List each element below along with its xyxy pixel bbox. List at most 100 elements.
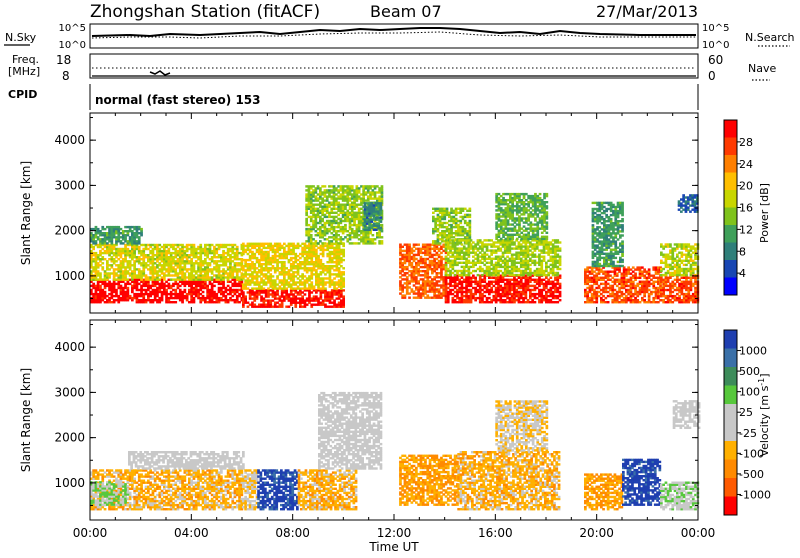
data-cell [317,283,320,285]
data-cell [431,260,434,262]
data-cell [242,259,245,261]
data-cell [213,266,216,268]
data-cell [440,252,443,254]
data-cell [474,287,477,289]
data-cell [145,274,148,276]
data-cell [443,214,446,216]
data-cell [340,193,343,195]
data-cell [426,278,429,280]
data-cell [483,295,486,297]
data-cell [543,295,546,297]
data-cell [172,244,175,246]
data-cell [449,264,452,266]
data-cell [305,185,308,187]
data-cell [497,258,500,260]
data-cell [429,262,432,264]
data-cell [145,244,148,246]
data-cell [142,289,145,291]
data-cell [329,295,332,297]
data-cell [184,272,187,274]
data-cell [313,295,316,297]
data-cell [227,272,230,274]
data-cell [333,265,336,267]
data-cell [190,293,193,295]
data-cell [263,297,266,299]
data-cell [260,267,263,269]
data-cell [464,208,467,210]
data-cell [305,208,308,210]
data-cell [288,269,291,271]
data-cell [127,299,130,301]
data-cell [229,272,232,274]
data-cell [236,289,239,291]
data-cell [131,242,134,244]
data-cell [290,245,293,247]
data-cell [97,270,100,272]
data-cell [154,244,157,246]
data-cell [509,299,512,301]
data-cell [453,236,456,238]
data-cell [340,257,343,259]
data-cell [432,230,435,232]
data-cell [454,239,457,241]
data-cell [229,281,232,283]
data-cell [218,281,221,283]
data-cell [158,262,161,264]
data-cell [531,279,534,281]
data-cell [446,208,449,210]
data-cell [406,284,409,286]
data-cell [301,251,304,253]
data-cell [454,291,457,293]
data-cell [305,230,308,232]
data-cell [328,214,331,216]
data-cell [249,249,252,251]
data-cell [520,283,523,285]
data-cell [145,262,148,264]
data-cell [495,252,498,254]
data-cell [127,270,130,272]
data-cell [358,187,361,189]
data-cell [170,293,173,295]
data-cell [101,262,104,264]
data-cell [506,264,509,266]
data-cell [108,272,111,274]
data-cell [279,285,282,287]
data-cell [274,243,277,245]
data-cell [308,191,311,193]
data-cell [455,224,458,226]
data-cell [511,279,514,281]
data-cell [474,277,477,279]
data-cell [138,250,141,252]
data-cell [417,274,420,276]
data-cell [113,278,116,280]
data-cell [179,244,182,246]
data-cell [111,266,114,268]
data-cell [375,216,378,218]
data-cell [301,306,304,308]
data-cell [364,210,367,212]
data-cell [154,276,157,278]
data-cell [120,228,123,230]
data-cell [147,254,150,256]
data-cell [370,210,373,212]
data-cell [442,258,445,260]
data-cell [417,268,420,270]
data-cell [127,287,130,289]
data-cell [188,283,191,285]
data-cell [320,283,323,285]
data-cell [122,258,125,260]
data-cell [227,299,230,301]
data-cell [131,250,134,252]
data-cell [474,258,477,260]
data-cell [458,287,461,289]
data-cell [520,291,523,293]
data-cell [133,254,136,256]
data-cell [244,302,247,304]
data-cell [344,230,347,232]
data-cell [336,267,339,269]
data-cell [172,278,175,280]
data-cell [488,243,491,245]
data-cell [495,299,498,301]
data-cell [238,301,241,303]
data-cell [461,256,464,258]
